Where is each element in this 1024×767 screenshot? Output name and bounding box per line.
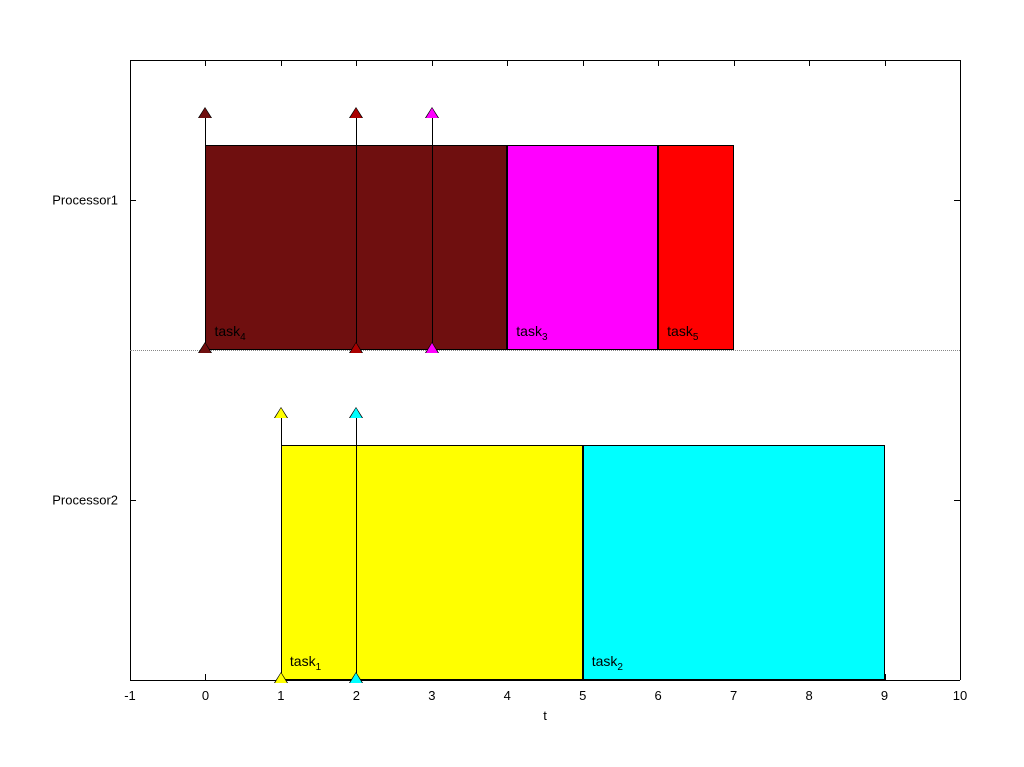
x-tick — [205, 674, 206, 680]
task-label: task3 — [516, 323, 547, 343]
lane-divider — [130, 350, 960, 351]
x-tick-top — [432, 60, 433, 66]
marker-bottom-task5 — [350, 340, 362, 353]
x-tick-label: -1 — [110, 688, 150, 703]
marker-bottom-task1 — [275, 670, 287, 683]
x-tick-top — [356, 60, 357, 66]
x-tick-label: 2 — [336, 688, 376, 703]
x-tick-top — [885, 60, 886, 66]
y-tick-right — [954, 500, 960, 501]
x-tick — [960, 674, 961, 680]
x-axis — [130, 680, 960, 681]
x-tick-top — [507, 60, 508, 66]
x-tick-label: 1 — [261, 688, 301, 703]
marker-line-task4 — [205, 115, 206, 350]
marker-top-task4 — [199, 105, 211, 118]
marker-top-task1 — [275, 405, 287, 418]
task-label: task1 — [290, 653, 321, 673]
x-tick-label: 3 — [412, 688, 452, 703]
task-block-task1: task1 — [281, 445, 583, 680]
x-tick-label: 0 — [185, 688, 225, 703]
task-label: task4 — [214, 323, 245, 343]
x-tick-label: 6 — [638, 688, 678, 703]
task-block-task2: task2 — [583, 445, 885, 680]
y-axis-right — [960, 60, 961, 680]
marker-top-task5 — [350, 105, 362, 118]
task-label: task5 — [667, 323, 698, 343]
marker-top-task2 — [350, 405, 362, 418]
x-tick-label: 9 — [865, 688, 905, 703]
x-axis-label: t — [543, 708, 547, 723]
x-tick-label: 5 — [563, 688, 603, 703]
x-tick-top — [658, 60, 659, 66]
y-tick-right — [954, 200, 960, 201]
marker-line-task1 — [281, 415, 282, 680]
marker-line-task5 — [356, 115, 357, 350]
x-tick-label: 4 — [487, 688, 527, 703]
x-tick-top — [960, 60, 961, 66]
x-tick-label: 10 — [940, 688, 980, 703]
marker-line-task3 — [432, 115, 433, 350]
x-tick-top — [734, 60, 735, 66]
x-tick — [130, 674, 131, 680]
y-tick — [130, 500, 136, 501]
y-tick — [130, 200, 136, 201]
x-tick-label: 8 — [789, 688, 829, 703]
x-tick-label: 7 — [714, 688, 754, 703]
scheduling-gantt-chart: -1 0 1 2 3 4 5 6 7 8 9 10 Processor1 Processor2 task4 t… — [0, 0, 1024, 767]
marker-bottom-task3 — [426, 340, 438, 353]
y-axis — [130, 60, 131, 680]
marker-line-task2 — [356, 415, 357, 680]
task-label: task2 — [592, 653, 623, 673]
x-tick-top — [809, 60, 810, 66]
marker-bottom-task4 — [199, 340, 211, 353]
x-tick-top — [205, 60, 206, 66]
y-tick-label: Processor2 — [0, 493, 118, 508]
task-block-task3: task3 — [507, 145, 658, 350]
x-tick-top — [583, 60, 584, 66]
x-axis-top — [130, 60, 960, 61]
marker-bottom-task2 — [350, 670, 362, 683]
task-block-task5: task5 — [658, 145, 733, 350]
marker-top-task3 — [426, 105, 438, 118]
x-tick — [885, 674, 886, 680]
y-tick-label: Processor1 — [0, 193, 118, 208]
x-tick-top — [130, 60, 131, 66]
x-tick-top — [281, 60, 282, 66]
